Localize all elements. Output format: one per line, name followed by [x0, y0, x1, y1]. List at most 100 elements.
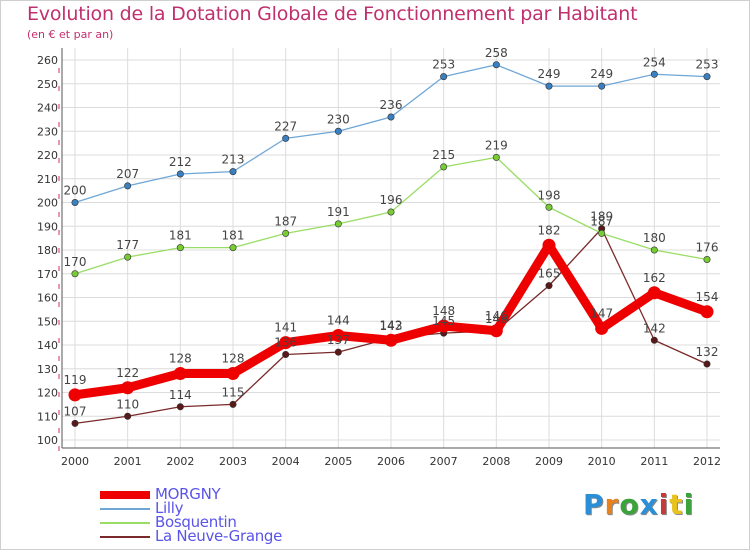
legend-swatch-bosquentin: [100, 522, 150, 524]
legend-swatch-lilly: [100, 508, 150, 510]
y-tick-label: 180: [37, 244, 58, 257]
data-label-morgny: 147: [590, 306, 613, 320]
data-point-morgny: [542, 238, 556, 252]
logo-letter: o: [619, 488, 640, 521]
data-label-la-neuve-grange: 142: [643, 321, 666, 335]
data-point-morgny: [489, 324, 503, 338]
y-tick-label: 210: [37, 173, 58, 186]
data-point-la-neuve-grange: [282, 350, 290, 358]
data-point-bosquentin: [650, 246, 658, 254]
data-point-bosquentin: [387, 208, 395, 216]
data-point-morgny: [595, 321, 609, 335]
data-label-la-neuve-grange: 114: [169, 388, 192, 402]
data-label-morgny: 142: [380, 318, 403, 332]
data-point-lilly: [598, 82, 606, 90]
data-point-bosquentin: [229, 244, 237, 252]
data-point-lilly: [492, 61, 500, 69]
data-label-la-neuve-grange: 115: [222, 385, 245, 399]
data-label-bosquentin: 198: [538, 188, 561, 202]
data-label-bosquentin: 170: [64, 255, 87, 269]
data-point-lilly: [124, 182, 132, 190]
x-tick-label: 2008: [482, 455, 510, 468]
data-point-la-neuve-grange: [545, 282, 553, 290]
x-tick-label: 2002: [166, 455, 194, 468]
data-label-bosquentin: 180: [643, 231, 666, 245]
data-label-bosquentin: 181: [222, 229, 245, 243]
data-label-lilly: 249: [538, 67, 561, 81]
data-label-bosquentin: 196: [380, 193, 403, 207]
data-label-lilly: 213: [222, 153, 245, 167]
data-label-morgny: 148: [432, 304, 455, 318]
data-label-lilly: 254: [643, 55, 666, 69]
data-label-la-neuve-grange: 107: [64, 404, 87, 418]
data-point-bosquentin: [334, 220, 342, 228]
data-label-la-neuve-grange: 189: [590, 210, 613, 224]
legend-label-morgny: MORGNY: [155, 485, 221, 503]
x-tick-label: 2007: [430, 455, 458, 468]
data-label-morgny: 144: [327, 314, 350, 328]
data-point-bosquentin: [71, 270, 79, 278]
data-label-lilly: 253: [696, 58, 719, 72]
data-label-bosquentin: 215: [432, 148, 455, 162]
y-tick-label: 150: [37, 315, 58, 328]
x-tick-label: 2010: [588, 455, 616, 468]
data-label-morgny: 154: [696, 290, 719, 304]
data-point-la-neuve-grange: [229, 400, 237, 408]
data-point-lilly: [440, 73, 448, 81]
logo-letter: i: [683, 488, 695, 521]
chart-title: Evolution de la Dotation Globale de Fonc…: [27, 3, 638, 25]
data-label-bosquentin: 181: [169, 229, 192, 243]
y-tick-label: 230: [37, 125, 58, 138]
data-label-morgny: 162: [643, 271, 666, 285]
data-label-la-neuve-grange: 146: [485, 312, 508, 326]
y-tick-label: 250: [37, 78, 58, 91]
x-tick-label: 2012: [693, 455, 721, 468]
data-point-lilly: [545, 82, 553, 90]
y-tick-label: 140: [37, 339, 58, 352]
data-point-lilly: [176, 170, 184, 178]
legend-label-bosquentin: Bosquentin: [155, 513, 237, 531]
logo-letter: t: [669, 488, 684, 521]
data-point-lilly: [703, 73, 711, 81]
data-label-morgny: 141: [274, 321, 297, 335]
data-label-bosquentin: 177: [116, 238, 139, 252]
data-label-la-neuve-grange: 145: [432, 314, 455, 328]
data-label-lilly: 200: [64, 184, 87, 198]
data-point-bosquentin: [440, 163, 448, 171]
data-point-lilly: [334, 127, 342, 135]
data-point-morgny: [173, 367, 187, 380]
y-tick-label: 120: [37, 387, 58, 400]
logo-letter: x: [639, 488, 659, 521]
data-point-la-neuve-grange: [334, 348, 342, 356]
y-tick-label: 260: [37, 54, 58, 67]
data-point-morgny: [68, 388, 82, 402]
data-label-bosquentin: 187: [274, 214, 297, 228]
data-point-morgny: [647, 286, 661, 300]
data-label-lilly: 230: [327, 112, 350, 126]
data-label-bosquentin: 187: [590, 214, 613, 228]
data-label-morgny: 182: [538, 223, 561, 237]
data-point-morgny: [279, 336, 293, 350]
data-point-bosquentin: [282, 229, 290, 237]
data-label-morgny: 146: [485, 309, 508, 323]
x-tick-label: 2005: [324, 455, 352, 468]
x-tick-label: 2009: [535, 455, 563, 468]
data-label-morgny: 128: [222, 352, 245, 366]
data-label-lilly: 236: [380, 98, 403, 112]
data-label-bosquentin: 191: [327, 205, 350, 219]
data-label-lilly: 207: [116, 167, 139, 181]
data-label-lilly: 212: [169, 155, 192, 169]
data-label-lilly: 258: [485, 46, 508, 60]
data-label-la-neuve-grange: 137: [327, 333, 350, 347]
data-label-la-neuve-grange: 132: [696, 345, 719, 359]
data-label-lilly: 249: [590, 67, 613, 81]
data-label-morgny: 122: [116, 366, 139, 380]
data-point-morgny: [437, 319, 451, 333]
data-label-lilly: 253: [432, 58, 455, 72]
data-label-la-neuve-grange: 143: [380, 319, 403, 333]
legend-label-la-neuve-grange: La Neuve-Grange: [155, 527, 283, 545]
data-point-la-neuve-grange: [124, 412, 132, 420]
x-tick-label: 2006: [377, 455, 405, 468]
y-tick-label: 220: [37, 149, 58, 162]
